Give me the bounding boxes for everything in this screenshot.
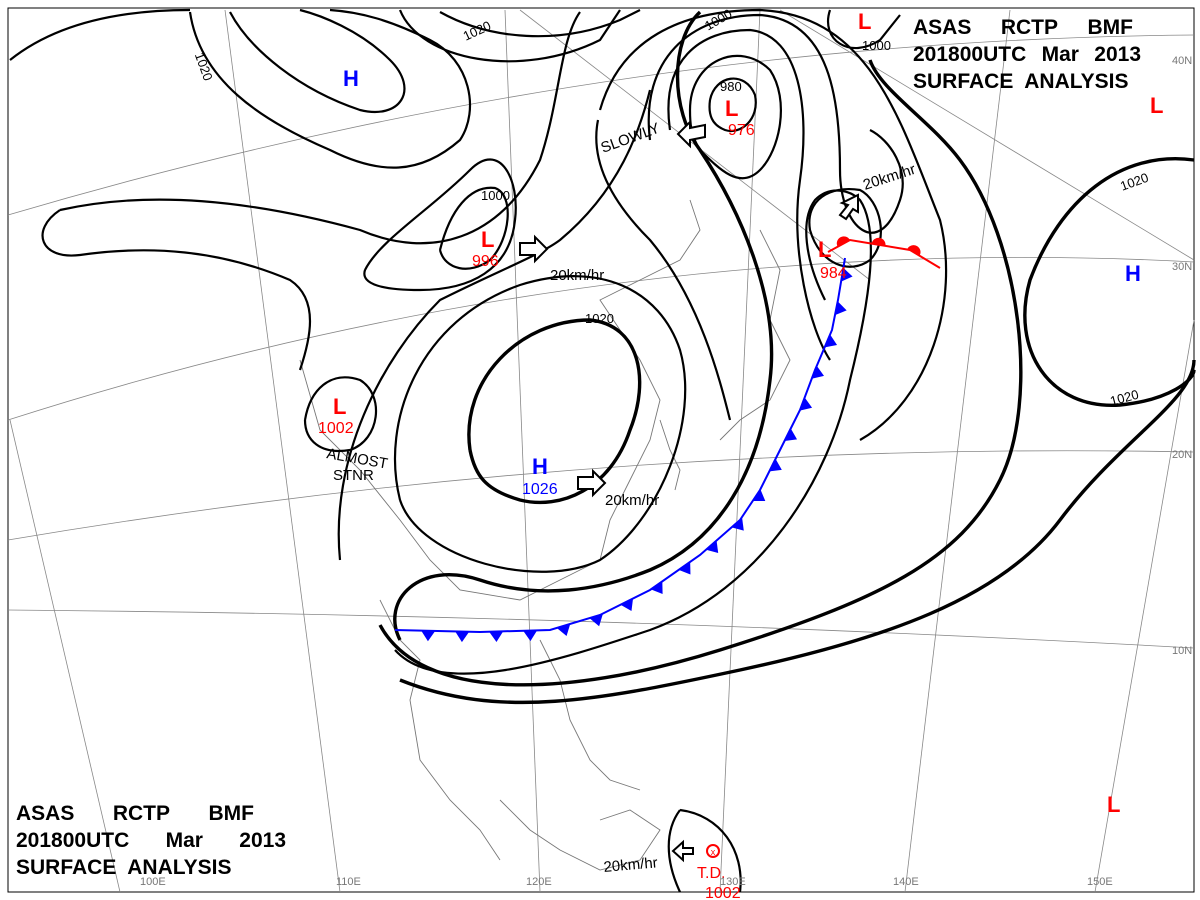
cold-front-triangle [824, 334, 838, 348]
isobars [9, 8, 1196, 893]
low-pressure-value: 984 [820, 265, 847, 282]
lon-label: 120E [526, 876, 552, 888]
cold-front-triangle [678, 561, 691, 575]
high-center: H [532, 454, 548, 479]
lat-label: 40N [1172, 55, 1192, 67]
title-time: 201800UTC [913, 43, 1027, 66]
cold-front-triangle [620, 598, 634, 612]
title-station: RCTP [1000, 16, 1059, 39]
cold-front-triangle [784, 428, 798, 441]
isobar-label: 1000 [702, 6, 735, 33]
title-agency: ASAS [16, 802, 75, 825]
title-code: BMF [1087, 16, 1134, 39]
high-center: H [343, 66, 359, 91]
low-center: L [858, 9, 871, 34]
isobar-label: 1020 [1108, 387, 1140, 409]
low-center: L [481, 227, 494, 252]
low-center: L [818, 237, 831, 262]
warm-front-semicircles [836, 236, 921, 256]
low-pressure-value: 996 [472, 253, 499, 270]
isobar-label: 1020 [192, 50, 216, 82]
lon-label: 100E [140, 876, 166, 888]
td-value: 1002 [705, 885, 741, 900]
low-center: L [333, 394, 346, 419]
title-agency: ASAS [913, 16, 972, 39]
isobar-label: 1000 [481, 188, 510, 203]
title-time: 201800UTC [16, 829, 130, 852]
warm-front [827, 238, 941, 269]
cold-front-triangle [556, 623, 571, 636]
low-pressure-value: 976 [728, 122, 755, 139]
title-product: SURFACE ANALYSIS [16, 856, 232, 879]
title-month: Mar [1041, 43, 1079, 66]
lat-label: 20N [1172, 449, 1192, 461]
arrow-right-icon [519, 234, 549, 264]
arrow-up-right-icon [838, 193, 859, 221]
coastlines [299, 199, 791, 871]
arrow-right-icon [577, 468, 607, 498]
cold-front-triangle [841, 267, 853, 282]
low-center: L [1150, 93, 1163, 118]
cold-front-triangle [834, 301, 847, 316]
title-year: 2013 [1094, 43, 1141, 66]
cold-front-triangle [769, 458, 782, 472]
lon-label: 150E [1087, 876, 1113, 888]
cold-front-triangle [421, 630, 436, 642]
cold-front-triangle [455, 631, 470, 643]
isobar-label: 1020 [461, 18, 494, 44]
title-station: RCTP [112, 802, 171, 825]
lon-label: 130E [720, 876, 746, 888]
stationary-label: STNR [333, 467, 374, 484]
motion-label: 20km/hr [603, 854, 658, 876]
motion-label: 20km/hr [605, 492, 659, 509]
motion-label: SLOWLY [599, 120, 663, 157]
isobar-label: 1000 [862, 38, 891, 53]
cold-front-triangles [421, 267, 853, 643]
cold-front-triangle [489, 631, 504, 643]
cold-front-triangle [811, 365, 825, 379]
low-center: L [725, 96, 738, 121]
lat-label: 10N [1172, 645, 1192, 657]
motion-label: 20km/hr [550, 267, 604, 284]
td-symbol-icon [706, 844, 720, 858]
warm-front-semicircle [871, 237, 886, 246]
map-title-bottom: ASAS RCTP BMF 201800UTC Mar 2013 SURFACE ANALY… [16, 800, 286, 881]
cold-front-triangle [523, 630, 538, 642]
title-month: Mar [165, 829, 203, 852]
low-center: L [1107, 792, 1120, 817]
lon-label: 140E [893, 876, 919, 888]
high-pressure-value: 1026 [522, 481, 558, 498]
low-pressure-value: 1002 [318, 420, 354, 437]
svg-text:x: x [711, 847, 716, 857]
arrow-left-icon [676, 119, 706, 149]
cold-front-triangle [706, 540, 719, 554]
warm-front-semicircle [836, 236, 850, 247]
arrow-left-icon [671, 839, 694, 863]
lat-label: 30N [1172, 261, 1192, 273]
title-code: BMF [208, 802, 255, 825]
td-label: T.D. [697, 865, 725, 882]
cold-front-triangle [799, 397, 813, 411]
tropical-depression: x T.D. 1002 [697, 844, 741, 900]
lon-label: 110E [336, 876, 361, 888]
isobar-label: 1020 [1118, 170, 1150, 194]
title-year: 2013 [239, 829, 286, 852]
isobar-label: 980 [720, 79, 742, 94]
cold-front-triangle [650, 581, 663, 594]
cold-front-triangle [589, 614, 603, 627]
map-title-top: ASAS RCTP BMF 201800UTC Mar 2013 SURFACE ANALY… [913, 14, 1141, 95]
high-center: H [1125, 261, 1141, 286]
isobar-label: 1020 [585, 311, 614, 326]
warm-front-semicircle [907, 245, 921, 256]
motion-arrows [519, 119, 859, 863]
cold-front-triangle [731, 518, 744, 531]
motion-label: 20km/hr [861, 161, 918, 194]
title-product: SURFACE ANALYSIS [913, 70, 1129, 93]
map-border [7, 7, 1195, 893]
cold-front-triangle [752, 489, 766, 501]
